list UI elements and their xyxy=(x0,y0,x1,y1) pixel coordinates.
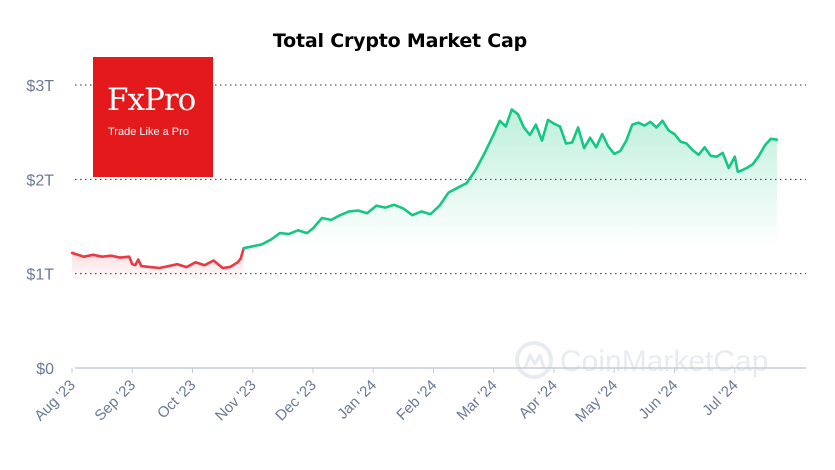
chart-title: Total Crypto Market Cap xyxy=(272,30,528,52)
x-tick-label: Oct '23 xyxy=(154,377,199,422)
x-tick-label: Feb '24 xyxy=(393,377,440,424)
x-tick-label: Aug '23 xyxy=(31,377,79,425)
logo-tagline: Trade Like a Pro xyxy=(108,126,189,138)
logo-name: FxPro xyxy=(107,82,196,118)
x-tick-label: Sep '23 xyxy=(91,377,139,425)
fxpro-logo: FxPro Trade Like a Pro xyxy=(93,57,213,177)
x-tick-label: Apr '24 xyxy=(516,377,561,422)
x-tick-label: Jan '24 xyxy=(334,377,380,423)
x-tick-label: Jul '24 xyxy=(699,377,741,419)
series-line-up xyxy=(242,108,779,250)
coinmarketcap-watermark: CoinMarketCap xyxy=(515,341,768,379)
x-tick-label: Mar '24 xyxy=(454,377,501,424)
x-tick-label: Dec '23 xyxy=(272,377,320,425)
up-area-fill xyxy=(243,109,777,249)
x-tick-label: May '24 xyxy=(572,377,621,426)
y-tick-label: $3T xyxy=(26,78,54,95)
down-area-fill xyxy=(72,248,244,282)
watermark-text: CoinMarketCap xyxy=(560,345,768,378)
y-tick-label: $0 xyxy=(36,361,54,378)
coinmarketcap-logo-mark xyxy=(523,353,546,369)
x-tick-label: Nov '23 xyxy=(212,377,260,425)
y-tick-label: $1T xyxy=(26,267,54,284)
y-tick-label: $2T xyxy=(26,172,54,189)
x-tick-label: Jun '24 xyxy=(635,377,681,423)
coinmarketcap-logo-icon xyxy=(515,341,553,379)
series-line-down xyxy=(70,246,245,270)
